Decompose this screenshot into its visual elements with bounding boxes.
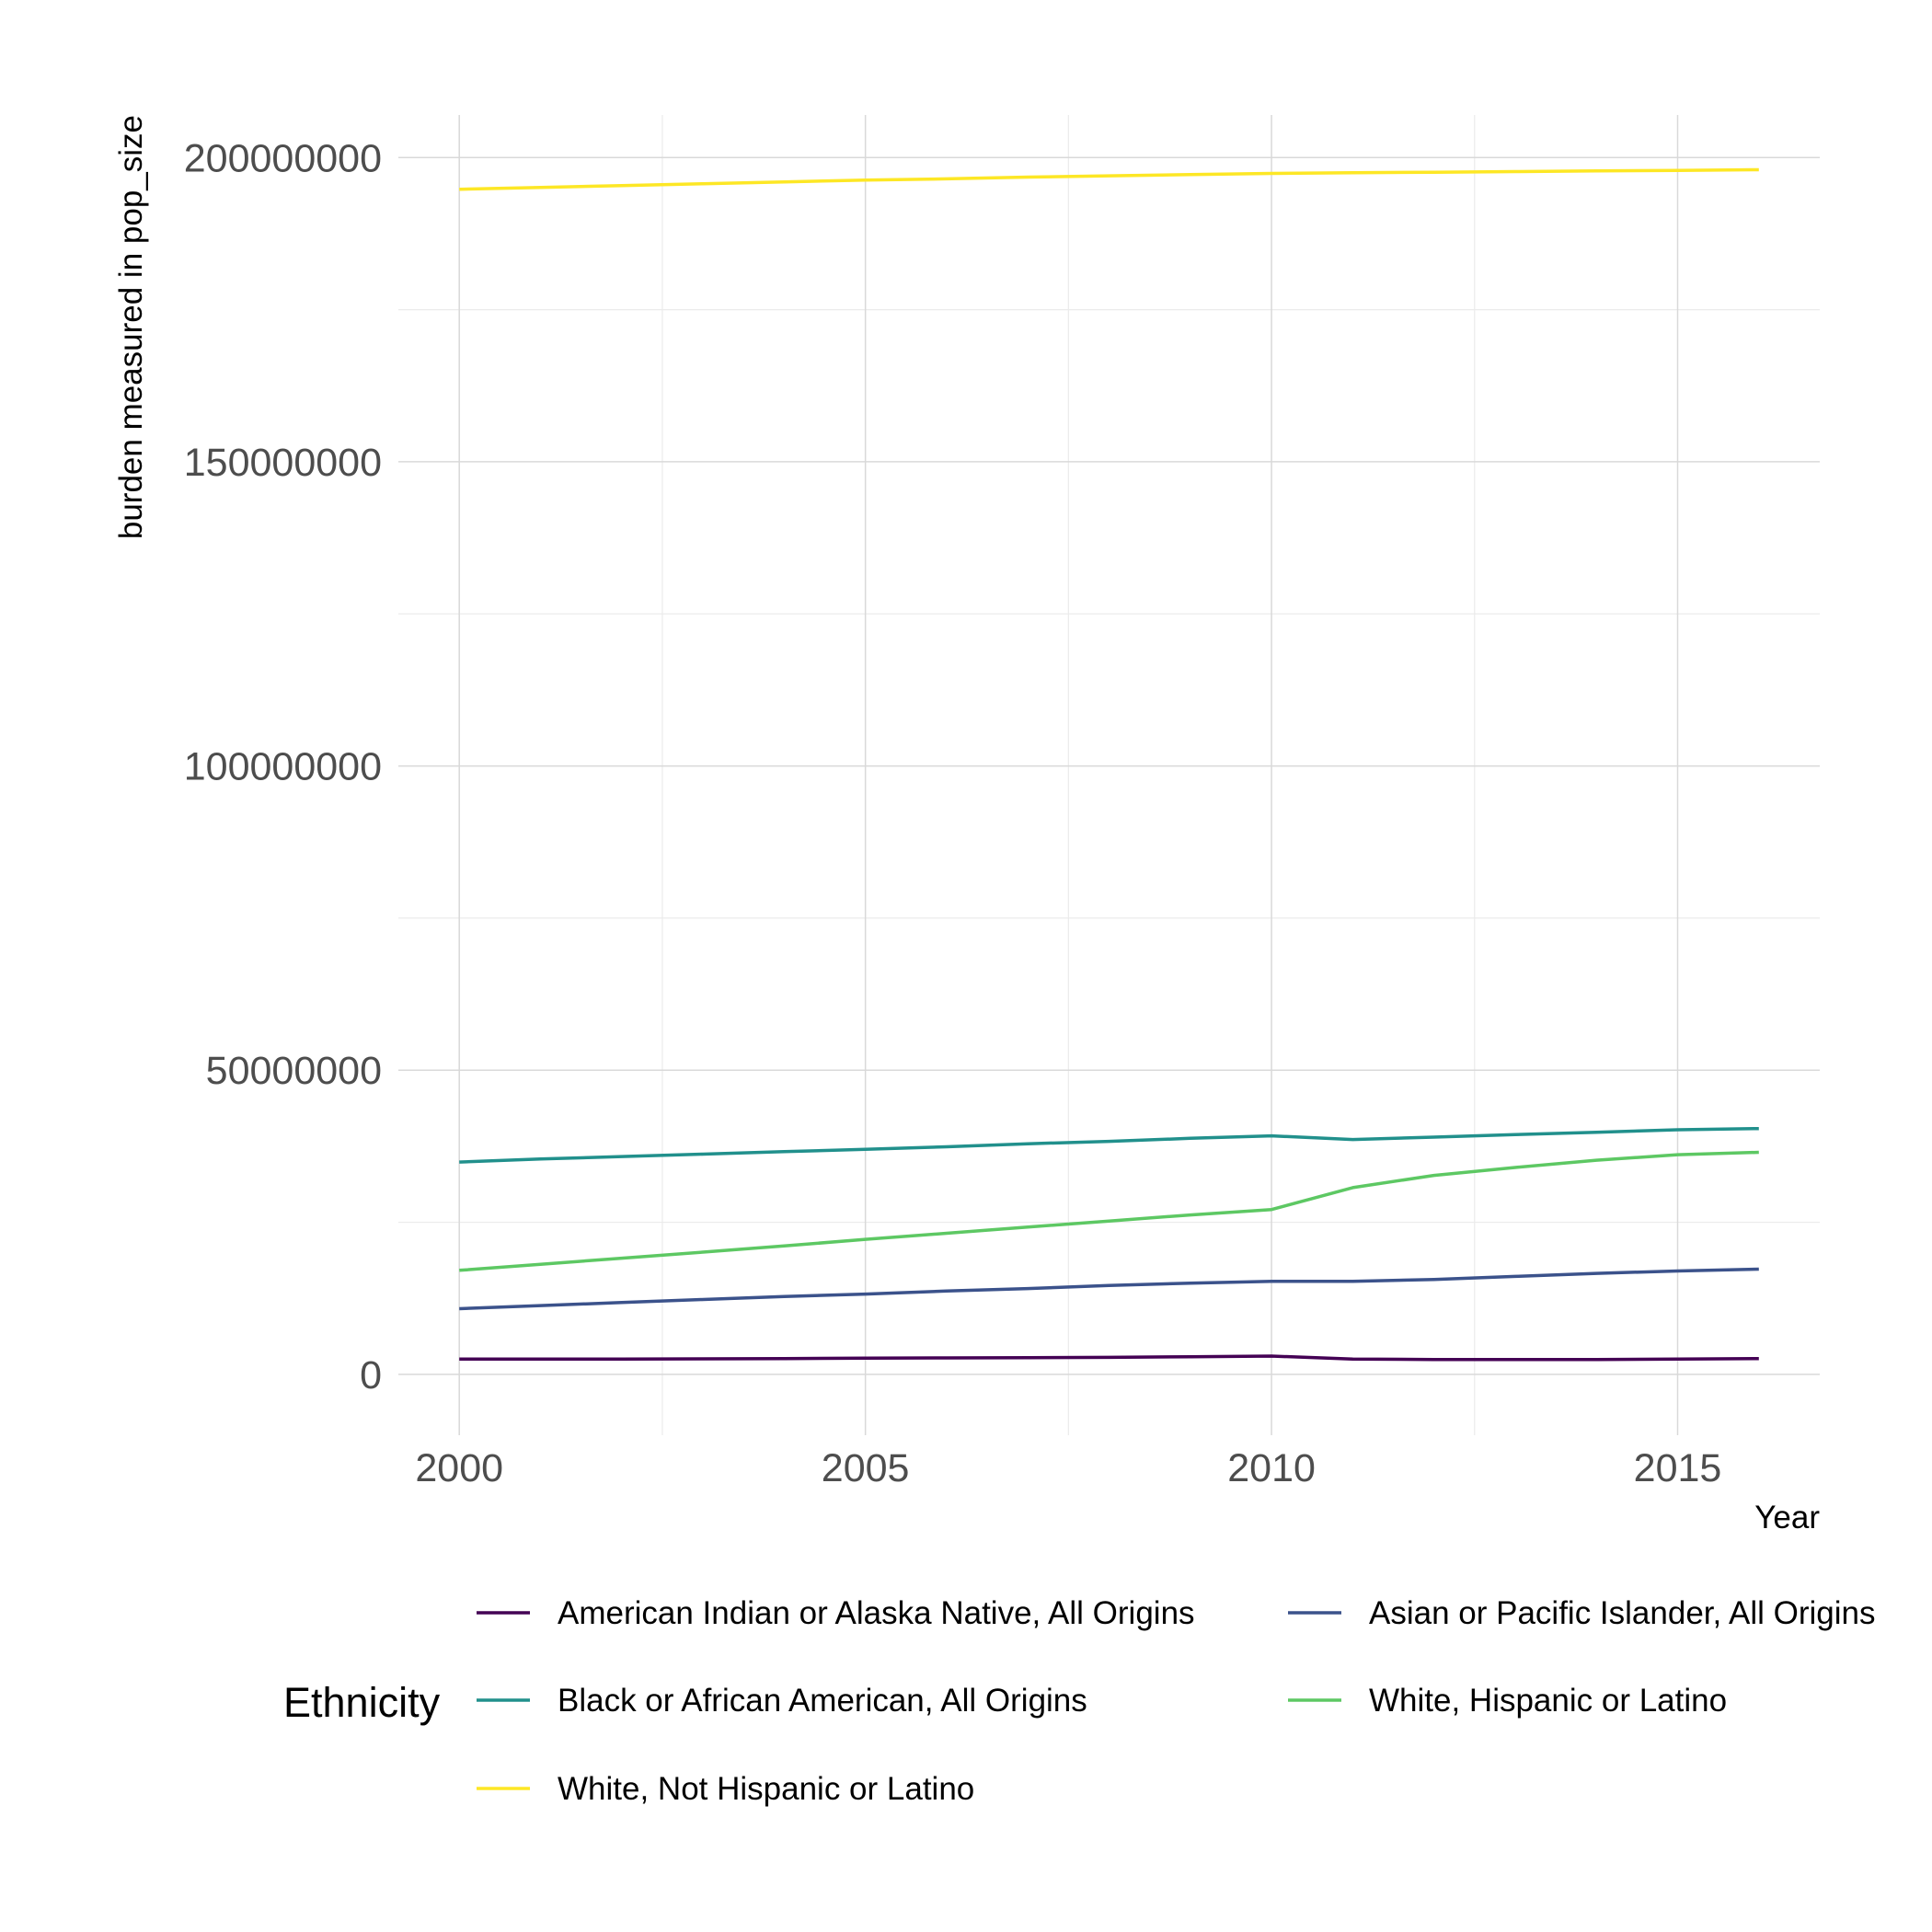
legend-items: American Indian or Alaska Native, All Or… <box>477 1595 1876 1807</box>
x-tick-label: 2015 <box>1634 1446 1722 1490</box>
legend-title: Ethnicity <box>283 1679 441 1726</box>
x-axis-title: Year <box>1754 1500 1820 1535</box>
y-tick-label: 100000000 <box>184 745 382 789</box>
y-tick-label: 0 <box>360 1353 382 1397</box>
legend-item: Asian or Pacific Islander, All Origins <box>1288 1595 1876 1631</box>
x-tick-label: 2000 <box>415 1446 503 1490</box>
y-axis-ticks: 0 50000000 100000000 150000000 200000000 <box>184 136 382 1397</box>
legend-label: Black or African American, All Origins <box>558 1683 1087 1719</box>
legend-item: White, Not Hispanic or Latino <box>477 1771 974 1807</box>
y-tick-label: 50000000 <box>206 1049 382 1093</box>
series-line <box>459 1126 1759 1164</box>
legend-label: White, Not Hispanic or Latino <box>558 1771 974 1807</box>
x-axis-ticks: 2000 2005 2010 2015 <box>415 1446 1721 1490</box>
legend-label: White, Hispanic or Latino <box>1369 1683 1727 1719</box>
series-lines <box>459 167 1759 1362</box>
legend-item: Black or African American, All Origins <box>477 1683 1087 1719</box>
series-line <box>459 167 1759 191</box>
y-tick-label: 150000000 <box>184 441 382 485</box>
legend-label: Asian or Pacific Islander, All Origins <box>1369 1595 1876 1631</box>
x-tick-label: 2005 <box>822 1446 910 1490</box>
gridlines <box>398 115 1820 1435</box>
series-line <box>459 1150 1759 1272</box>
y-tick-label: 200000000 <box>184 136 382 180</box>
series-line <box>459 1267 1759 1311</box>
legend-item: White, Hispanic or Latino <box>1288 1683 1727 1719</box>
y-axis-title: burden measured in pop_size <box>113 115 149 539</box>
legend-item: American Indian or Alaska Native, All Or… <box>477 1595 1195 1631</box>
series-line <box>459 1354 1759 1362</box>
legend-label: American Indian or Alaska Native, All Or… <box>558 1595 1195 1631</box>
x-tick-label: 2010 <box>1227 1446 1316 1490</box>
legend: Ethnicity American Indian or Alaska Nati… <box>283 1595 1876 1807</box>
